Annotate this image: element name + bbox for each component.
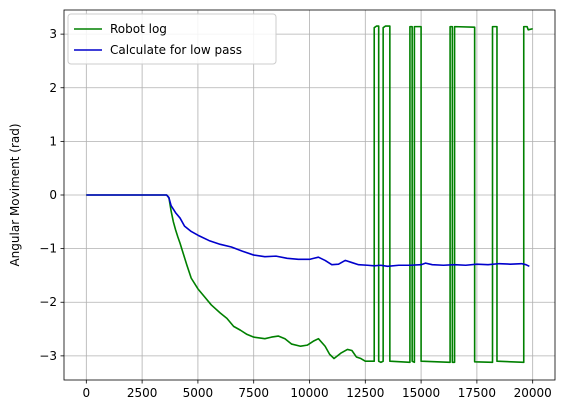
x-tick-label: 12500	[346, 386, 384, 400]
y-tick-label: 2	[49, 81, 57, 95]
axis-ticks: 0 2500 5000 7500 10000 12500 15000 17500 20000 −3…	[39, 27, 551, 400]
series-line-robot-log	[86, 25, 533, 364]
x-tick-label: 2500	[127, 386, 158, 400]
x-tick-label: 17500	[458, 386, 496, 400]
y-tick-label: 1	[49, 134, 57, 148]
y-axis-label: Angular Moviment (rad)	[8, 123, 22, 266]
legend: Robot log Calculate for low pass	[67, 13, 277, 65]
legend-box	[67, 13, 277, 65]
x-tick-label: 0	[82, 386, 90, 400]
series-line-low-pass	[86, 194, 530, 268]
x-tick-label: 15000	[402, 386, 440, 400]
legend-label-low-pass: Calculate for low pass	[110, 43, 242, 57]
y-tick-label: 3	[49, 27, 57, 41]
x-tick-label: 10000	[290, 386, 328, 400]
y-tick-label: −1	[39, 242, 57, 256]
y-tick-label: −3	[39, 349, 57, 363]
y-tick-label: −2	[39, 295, 57, 309]
legend-label-robot-log: Robot log	[110, 22, 167, 36]
x-tick-label: 20000	[514, 386, 552, 400]
x-tick-label: 7500	[238, 386, 269, 400]
y-tick-label: 0	[49, 188, 57, 202]
series-lines	[86, 25, 533, 364]
x-tick-label: 5000	[183, 386, 214, 400]
grid-lines	[64, 10, 555, 380]
